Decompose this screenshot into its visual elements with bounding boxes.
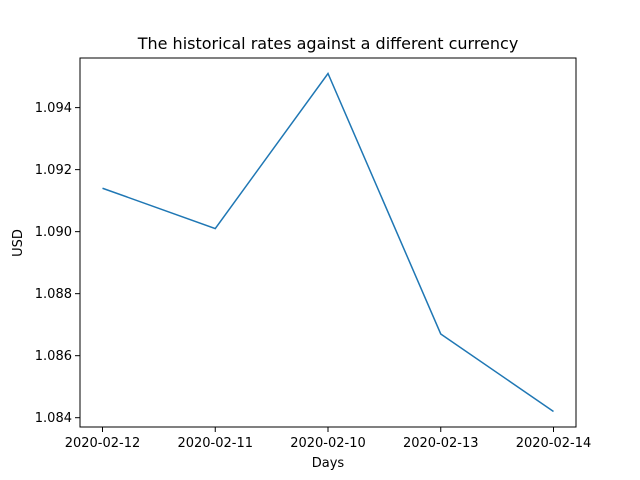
x-axis: 2020-02-12 2020-02-11 2020-02-10 2020-02-13… xyxy=(65,427,592,451)
y-tick-label: 1.088 xyxy=(35,287,72,302)
chart-title: The historical rates against a different… xyxy=(137,34,519,53)
x-tick-label: 2020-02-14 xyxy=(516,436,592,451)
y-tick-label: 1.090 xyxy=(35,225,72,240)
y-axis-label: USD xyxy=(11,229,26,257)
series-line xyxy=(102,71,554,413)
y-axis: 1.084 1.086 1.088 1.090 1.092 1.094 xyxy=(35,101,80,426)
x-tick-label: 2020-02-13 xyxy=(403,436,479,451)
x-axis-label: Days xyxy=(312,456,345,471)
y-tick-label: 1.086 xyxy=(35,349,72,364)
y-tick-label: 1.094 xyxy=(35,101,72,116)
x-tick-label: 2020-02-12 xyxy=(65,436,141,451)
plot-frame xyxy=(79,57,577,428)
y-tick-label: 1.092 xyxy=(35,163,72,178)
x-tick-label: 2020-02-10 xyxy=(290,436,366,451)
y-tick-label: 1.084 xyxy=(35,411,72,426)
x-tick-label: 2020-02-11 xyxy=(177,436,253,451)
